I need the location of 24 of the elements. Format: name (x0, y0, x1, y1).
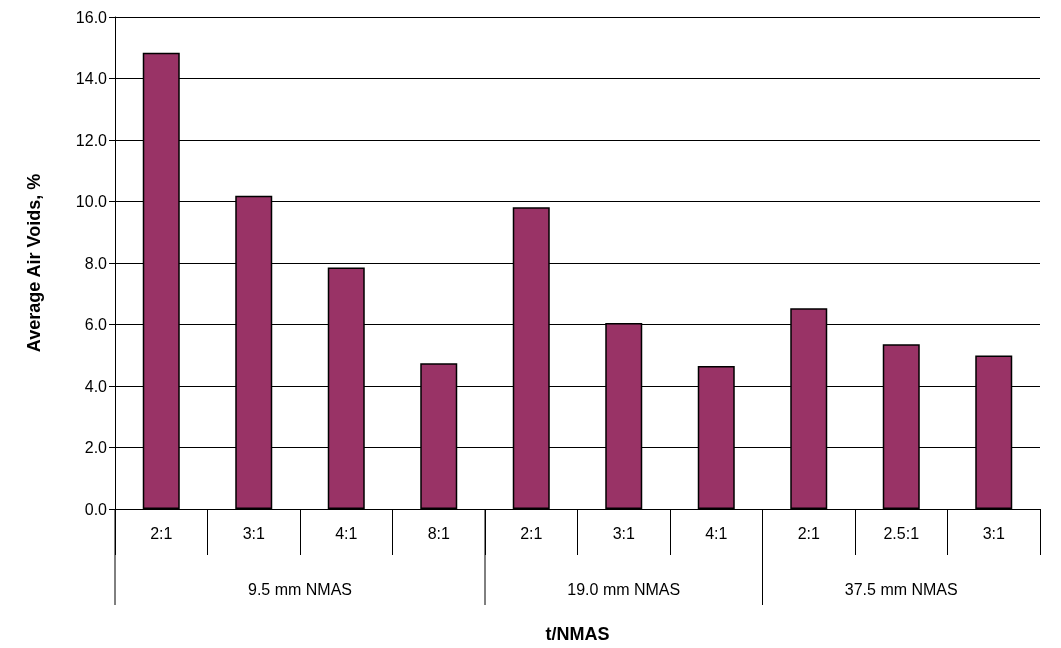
y-tick-label: 2.0 (84, 439, 108, 456)
x-tick-label: 3:1 (612, 524, 635, 542)
y-axis-title: Average Air Voids, % (24, 173, 44, 353)
x-tick-label: 2:1 (520, 524, 543, 542)
x-tick-label: 2.5:1 (883, 524, 920, 542)
text: 19.0 mm NMAS (567, 580, 681, 598)
x-tick-label: 3:1 (982, 524, 1005, 542)
y-tick-label: 4.0 (84, 377, 108, 395)
y-tick-label: 10.0 (75, 193, 108, 210)
x-tick-label: 3:1 (242, 524, 265, 542)
x-axis-title: t/NMAS (545, 624, 610, 644)
y-tick-label: 8.0 (84, 254, 108, 272)
x-tick-label: 2:1 (797, 524, 820, 542)
x-tick-label: 2:1 (150, 524, 173, 542)
y-tick-label: 16.0 (75, 8, 108, 26)
x-tick-label: 4:1 (335, 524, 358, 542)
y-tick-label: 0.0 (84, 500, 108, 518)
x-tick-label: 4:1 (705, 524, 728, 542)
x-tick-label: 8:1 (427, 524, 450, 542)
text: 9.5 mm NMAS (247, 580, 353, 598)
text: 37.5 mm NMAS (844, 580, 958, 598)
y-tick-label: 14.0 (75, 70, 108, 87)
y-tick-label: 12.0 (75, 131, 108, 149)
y-tick-label: 6.0 (84, 316, 108, 333)
